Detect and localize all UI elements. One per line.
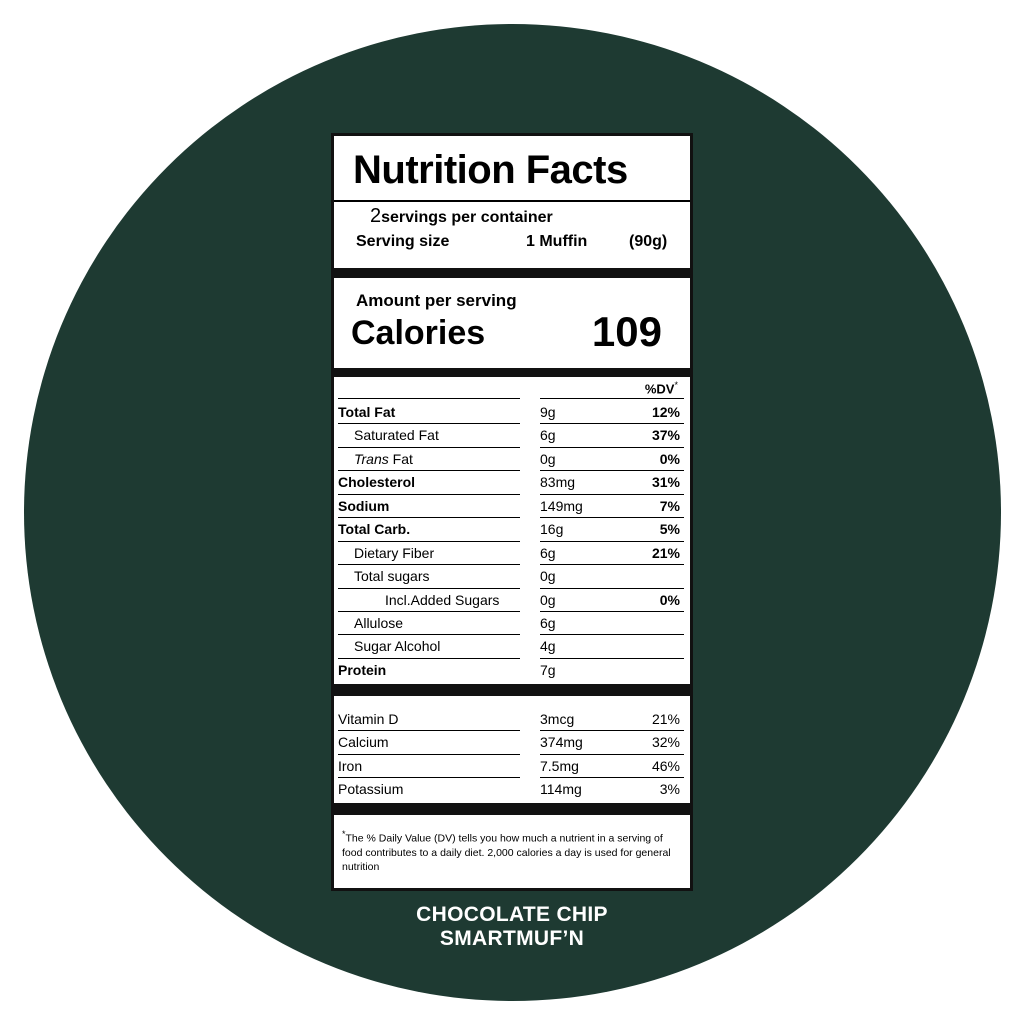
vitamin-dv: 21% xyxy=(651,711,680,727)
nutrient-row-allulose: Allulose 6g xyxy=(338,612,684,636)
nutrient-dv: 7% xyxy=(659,497,680,514)
vitamin-row-iron: Iron 7.5mg 46% xyxy=(338,755,684,779)
nutrient-label: Total sugars xyxy=(338,565,520,589)
vitamin-label: Calcium xyxy=(338,731,520,755)
vitamin-label: Iron xyxy=(338,755,520,779)
nutrient-amount: 6g 21% xyxy=(540,542,684,566)
nutrition-label: Nutrition Facts 2servings per container … xyxy=(331,133,693,891)
thick-divider xyxy=(334,368,690,377)
product-name-line1: CHOCOLATE CHIP xyxy=(416,903,608,926)
vitamin-rows: Vitamin D 3mcg 21% Calcium 374mg 32% Iron 7.5… xyxy=(338,708,684,802)
nutrient-amount: 0g 0% xyxy=(540,589,684,612)
vitamin-row-vitamin-d: Vitamin D 3mcg 21% xyxy=(338,708,684,732)
nutrient-dv: 12% xyxy=(651,404,680,420)
divider xyxy=(338,398,520,399)
nutrient-row-saturated-fat: Saturated Fat 6g 37% xyxy=(338,424,684,448)
serving-size-weight: (90g) xyxy=(629,233,668,250)
nutrient-amount: 0g 0% xyxy=(540,448,684,472)
thick-divider xyxy=(334,803,690,815)
nutrient-amount: 0g xyxy=(540,565,684,589)
nutrient-dv: 5% xyxy=(659,521,680,538)
serving-size: Serving size 1 Muffin (90g) xyxy=(356,233,676,251)
nutrient-row-total-fat: Total Fat 9g 12% xyxy=(338,401,684,425)
nutrient-label: Cholesterol xyxy=(338,471,520,495)
vitamin-dv: 3% xyxy=(659,781,680,798)
divider xyxy=(540,398,684,399)
serving-size-label: Serving size xyxy=(356,233,450,250)
nutrient-row-sugar-alcohol: Sugar Alcohol 4g xyxy=(338,635,684,659)
nutrient-dv: 37% xyxy=(651,427,680,444)
nutrient-dv: 31% xyxy=(651,474,680,491)
nutrient-row-cholesterol: Cholesterol 83mg 31% xyxy=(338,471,684,495)
nutrient-row-added-sugars: Incl.Added Sugars 0g 0% xyxy=(338,589,684,612)
nutrient-amount: 9g 12% xyxy=(540,401,684,425)
nutrient-amount: 4g xyxy=(540,635,684,659)
vitamin-row-potassium: Potassium 114mg 3% xyxy=(338,778,684,801)
servings-count: 2 xyxy=(370,205,382,227)
product-name: CHOCOLATE CHIP SMARTMUF’N xyxy=(312,903,712,951)
calories-label: Calories xyxy=(351,314,486,352)
amount-per-serving: Amount per serving xyxy=(356,291,517,310)
nutrient-row-dietary-fiber: Dietary Fiber 6g 21% xyxy=(338,542,684,566)
nutrient-label: Total Carb. xyxy=(338,518,520,542)
dv-header-text: %DV xyxy=(644,381,675,397)
nutrient-row-trans-fat: Trans Fat 0g 0% xyxy=(338,448,684,472)
vitamin-amount: 3mcg 21% xyxy=(540,708,684,732)
footnote: *The % Daily Value (DV) tells you how mu… xyxy=(342,827,682,874)
nutrient-label: Incl.Added Sugars xyxy=(338,589,520,612)
product-name-line2: SMARTMUF’N xyxy=(439,927,585,950)
vitamin-amount: 114mg 3% xyxy=(540,781,680,798)
nutrient-label: Saturated Fat xyxy=(338,424,520,448)
nutrient-amount: 83mg 31% xyxy=(540,471,684,495)
nutrient-label: Trans Fat xyxy=(338,448,520,472)
thick-divider xyxy=(334,684,690,696)
asterisk: * xyxy=(342,829,346,839)
servings-per-container: 2servings per container xyxy=(370,205,553,228)
nutrient-row-sodium: Sodium 149mg 7% xyxy=(338,495,684,519)
nutrient-label: Total Fat xyxy=(338,401,520,425)
nutrient-row-protein: Protein 7g xyxy=(338,659,684,682)
nutrient-row-total-carb: Total Carb. 16g 5% xyxy=(338,518,684,542)
nutrient-label: Protein xyxy=(338,661,387,678)
vitamin-label: Vitamin D xyxy=(338,708,520,732)
nutrient-label: Allulose xyxy=(338,612,520,636)
asterisk: * xyxy=(674,380,678,390)
nutrient-rows: Total Fat 9g 12% Saturated Fat 6g 37% Trans … xyxy=(338,401,684,682)
nutrient-dv: 0% xyxy=(659,591,680,608)
dv-header: %DV* xyxy=(645,380,678,396)
nutrient-amount: 6g xyxy=(540,612,684,636)
vitamin-row-calcium: Calcium 374mg 32% xyxy=(338,731,684,755)
footnote-text: The % Daily Value (DV) tells you how muc… xyxy=(342,832,671,873)
nutrient-amount: 6g 37% xyxy=(540,424,684,448)
calories-value: 109 xyxy=(591,308,662,355)
nutrient-amount: 149mg 7% xyxy=(540,495,684,519)
vitamin-label: Potassium xyxy=(338,781,404,798)
nutrient-label: Sugar Alcohol xyxy=(338,635,520,659)
vitamin-dv: 46% xyxy=(651,757,680,774)
divider xyxy=(334,200,690,202)
thick-divider xyxy=(334,268,690,278)
nutrient-label: Dietary Fiber xyxy=(338,542,520,566)
nutrient-dv: 21% xyxy=(651,544,680,561)
nutrient-label: Sodium xyxy=(338,495,520,519)
vitamin-amount: 374mg 32% xyxy=(540,731,684,755)
nutrient-dv: 0% xyxy=(659,450,680,467)
serving-size-value: 1 Muffin xyxy=(526,233,588,250)
servings-text: servings per container xyxy=(381,209,553,226)
nutrient-amount: 7g xyxy=(540,661,556,678)
nutrient-amount: 16g 5% xyxy=(540,518,684,542)
nutrient-row-total-sugars: Total sugars 0g xyxy=(338,565,684,589)
vitamin-amount: 7.5mg 46% xyxy=(540,755,684,779)
label-title: Nutrition Facts xyxy=(353,148,628,192)
vitamin-dv: 32% xyxy=(651,734,680,751)
